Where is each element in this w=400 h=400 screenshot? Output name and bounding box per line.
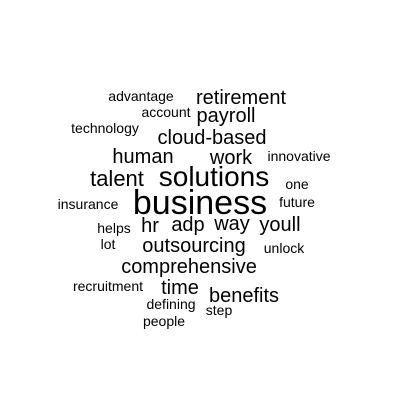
word-hr: hr (141, 215, 159, 237)
word-payroll: payroll (196, 105, 256, 127)
word-human: human (112, 146, 174, 168)
word-cloud-based: cloud-based (157, 127, 267, 149)
word-solutions: solutions (158, 161, 270, 192)
word-youll: youll (259, 214, 301, 236)
word-innovative: innovative (267, 148, 331, 164)
word-unlock: unlock (263, 240, 305, 256)
word-talent: talent (90, 166, 144, 191)
word-advantage: advantage (108, 88, 174, 104)
word-helps: helps (97, 220, 131, 236)
word-lot: lot (100, 236, 116, 252)
word-insurance: insurance (57, 196, 119, 212)
word-business: business (132, 184, 268, 222)
word-way: way (214, 213, 250, 235)
word-outsourcing: outsourcing (142, 235, 246, 257)
word-recruitment: recruitment (72, 278, 144, 294)
word-step: step (205, 302, 233, 318)
word-benefits: benefits (208, 285, 280, 307)
word-comprehensive: comprehensive (121, 256, 257, 278)
word-retirement: retirement (195, 87, 287, 109)
word-adp: adp (171, 214, 205, 236)
word-technology: technology (71, 120, 139, 136)
word-work: work (209, 147, 253, 169)
word-one: one (285, 176, 309, 192)
word-account: account (141, 104, 191, 120)
word-future: future (279, 194, 315, 210)
word-time: time (161, 277, 199, 299)
word-people: people (142, 313, 186, 329)
word-defining: defining (146, 296, 196, 312)
